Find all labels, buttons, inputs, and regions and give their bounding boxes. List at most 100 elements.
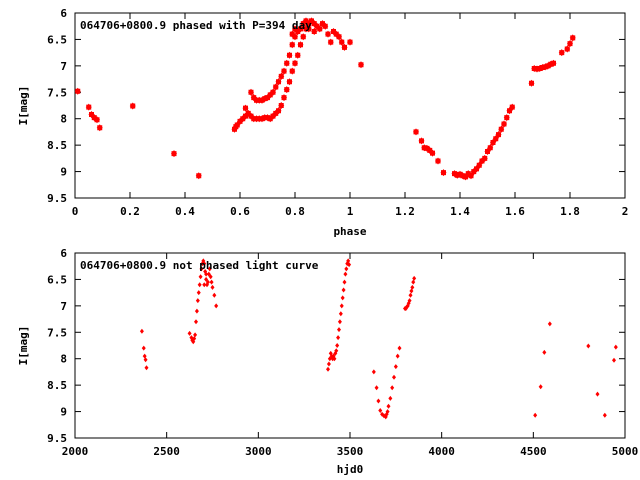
data-point [509,103,516,111]
data-point [564,45,571,53]
x-tick-label: 2 [622,205,629,218]
data-point [407,298,412,304]
data-point [208,274,213,280]
x-tick-label: 2500 [153,445,180,458]
data-point [204,271,209,277]
data-point [595,391,600,397]
data-point [342,279,347,285]
data-point [207,266,212,272]
data-point [503,114,510,122]
data-point [533,412,538,418]
data-point [327,38,334,46]
data-point [202,282,207,288]
data-point [481,154,488,162]
data-point [386,403,391,409]
data-point [286,78,293,86]
data-point [96,124,103,132]
data-point [413,128,419,136]
data-point [487,144,494,152]
data-point [334,348,339,354]
y-tick-label: 6 [60,7,67,20]
data-point [358,61,364,69]
data-point [129,102,136,110]
x-tick-label: 1.8 [560,205,580,218]
x-tick-label: 0 [72,205,79,218]
x-tick-label: 0.2 [120,205,140,218]
data-point [311,28,318,35]
data-point [392,374,396,380]
data-point [336,33,342,41]
data-point [242,104,249,112]
data-point [297,41,304,49]
x-tick-label: 4000 [428,445,455,458]
data-point [586,343,591,349]
data-point [144,365,149,371]
data-point [195,172,202,180]
data-point [289,67,296,75]
data-point [371,369,376,375]
data-point [343,271,348,277]
data-point [332,356,337,362]
x-tick-label: 1.4 [450,205,470,218]
data-point [214,303,219,309]
data-point [397,345,402,351]
data-point [195,298,200,304]
data-point [338,38,345,46]
data-point [278,102,285,109]
data-point [275,78,282,86]
data-point [385,409,390,415]
y-tick-label: 7 [60,60,67,73]
x-tick-label: 1.2 [395,205,415,218]
y-tick-label: 9 [60,406,67,419]
data-point [281,67,287,75]
x-tick-label: 4500 [520,445,547,458]
data-point [338,311,343,317]
data-point [278,72,285,80]
chart-title: 064706+0800.9 not phased light curve [80,259,319,272]
data-point [501,120,507,128]
data-point [376,398,381,404]
data-point [440,169,447,177]
data-point [292,59,298,67]
chart-panel-2: 2000 2500 3000 3500 4000 4500 5000 6 6.5 7 7.5 8 8.5… [17,247,638,476]
data-point [270,88,276,96]
data-point [374,385,379,391]
data-point [340,295,345,301]
data-point [569,34,576,42]
y-tick-label: 7 [60,300,67,313]
data-point [197,282,202,288]
data-point [283,59,290,67]
data-point [498,125,505,133]
data-point [139,328,144,334]
data-point [410,284,415,290]
x-axis-label: hjd0 [337,463,364,476]
y-tick-label: 9 [60,166,67,179]
data-point [567,40,573,48]
data-point [612,357,616,363]
data-point [198,274,203,280]
data-point [199,266,204,272]
data-point [542,349,547,355]
data-point [196,290,201,296]
data-point [347,38,353,46]
data-point [339,303,344,309]
y-tick-label: 8 [60,113,67,126]
data-point [408,292,413,298]
data-point [335,343,340,348]
data-point [85,103,92,111]
data-point [275,107,282,115]
x-tick-label: 5000 [612,445,639,458]
x-tick-label: 0.4 [175,205,195,218]
y-axis-label: I[mag] [17,86,30,126]
data-point [281,94,287,102]
data-point [289,30,296,38]
y-tick-label: 6 [60,247,67,260]
data-point [297,25,304,33]
data-point [289,41,296,49]
data-point [411,279,416,285]
data-point [194,308,199,314]
y-tick-label: 9.5 [47,192,67,205]
y-tick-label: 8.5 [47,139,67,152]
y-axis-label: I[mag] [17,326,30,366]
